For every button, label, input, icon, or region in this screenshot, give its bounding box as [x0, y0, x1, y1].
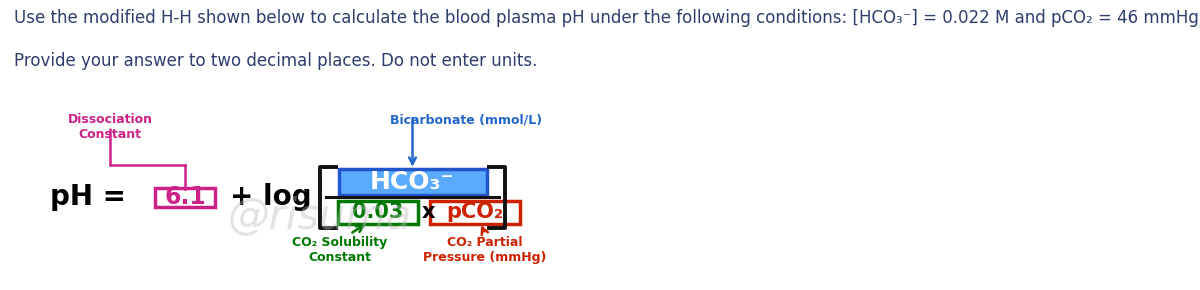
- FancyBboxPatch shape: [338, 169, 486, 195]
- Text: Provide your answer to two decimal places. Do not enter units.: Provide your answer to two decimal place…: [14, 52, 538, 70]
- Text: + log: + log: [230, 183, 312, 211]
- Text: CO₂ Solubility
Constant: CO₂ Solubility Constant: [293, 236, 388, 264]
- Text: @risuma: @risuma: [228, 197, 412, 238]
- Text: Bicarbonate (mmol/L): Bicarbonate (mmol/L): [390, 113, 542, 126]
- FancyBboxPatch shape: [430, 201, 520, 224]
- FancyBboxPatch shape: [155, 188, 215, 207]
- FancyBboxPatch shape: [338, 201, 418, 224]
- Text: Dissociation
Constant: Dissociation Constant: [67, 113, 152, 141]
- Text: 0.03: 0.03: [353, 202, 403, 222]
- Text: 6.1: 6.1: [164, 185, 206, 209]
- Text: CO₂ Partial
Pressure (mmHg): CO₂ Partial Pressure (mmHg): [424, 236, 547, 264]
- Text: pH =: pH =: [50, 183, 126, 211]
- Text: HCO₃⁻: HCO₃⁻: [370, 170, 455, 194]
- Text: x: x: [421, 202, 434, 222]
- Text: pCO₂: pCO₂: [446, 202, 504, 222]
- Text: Use the modified H-H shown below to calculate the blood plasma pH under the foll: Use the modified H-H shown below to calc…: [14, 9, 1200, 27]
